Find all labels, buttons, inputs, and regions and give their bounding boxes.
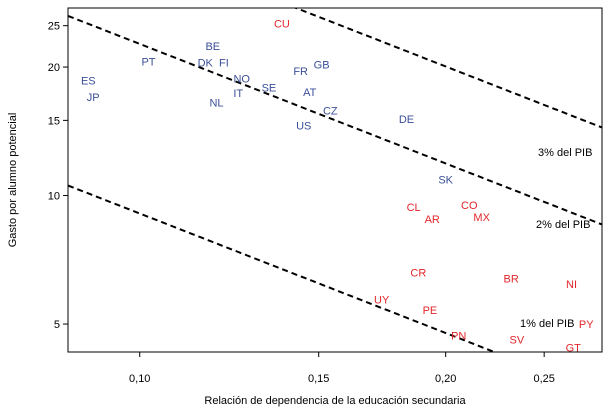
data-point-label: SK	[438, 175, 453, 187]
data-point-label: DE	[399, 114, 414, 126]
reference-line-label: 1% del PIB	[520, 318, 574, 330]
y-tick-label: 5	[54, 319, 60, 331]
data-point-label: CR	[410, 268, 426, 280]
data-point-label: BE	[205, 41, 220, 53]
reference-lines: 3% del PIB 2% del PIB 1% del PIB	[68, 8, 602, 352]
data-point-label: GB	[314, 59, 330, 71]
data-point-label: US	[296, 120, 311, 132]
data-point-label: NL	[209, 98, 223, 110]
data-point-label: DK	[198, 57, 214, 69]
data-point-label: GT	[566, 343, 582, 355]
data-point-label: PE	[423, 305, 438, 317]
reference-line	[68, 14, 602, 226]
data-point-label: ES	[81, 75, 96, 87]
data-point-label: AT	[303, 87, 317, 99]
data-point-label: FI	[219, 57, 229, 69]
reference-line	[68, 184, 497, 352]
y-tick-label: 25	[48, 21, 60, 33]
data-points: ES JP PT BE DK FI NO IT NL SE FR GB AT CZ US DE SK CU CL AR…	[81, 18, 594, 354]
y-tick-label: 20	[48, 62, 60, 74]
y-tick-label: 10	[48, 191, 60, 203]
data-point-label: PT	[141, 57, 155, 69]
data-point-label: IT	[233, 88, 243, 100]
x-axis-title: Relación de dependencia de la educación …	[204, 395, 466, 407]
data-point-label: CU	[274, 18, 290, 30]
reference-line-label: 3% del PIB	[538, 147, 592, 159]
data-point-label: CL	[407, 202, 421, 214]
data-point-label: CO	[461, 200, 478, 212]
data-point-label: AR	[425, 214, 440, 226]
plot-frame	[67, 7, 603, 353]
data-point-label: JP	[87, 92, 100, 104]
x-axis: 0,10 0,15 0,20 0,25	[129, 352, 555, 385]
data-point-label: SE	[262, 83, 277, 95]
data-point-label: CZ	[323, 106, 338, 118]
y-axis-title: Gasto por alumno potencial	[7, 113, 19, 248]
y-axis: 5 10 15 20 25	[48, 21, 68, 331]
data-point-label: NO	[233, 74, 250, 86]
data-point-label: PN	[451, 331, 466, 343]
data-point-label: SV	[510, 334, 525, 346]
data-point-label: FR	[293, 66, 308, 78]
data-point-label: MX	[473, 212, 490, 224]
reference-line-label: 2% del PIB	[536, 219, 590, 231]
data-point-label: NI	[566, 279, 577, 291]
y-tick-label: 15	[48, 115, 60, 127]
x-tick-label: 0,25	[533, 373, 554, 385]
x-tick-label: 0,15	[308, 373, 329, 385]
x-tick-label: 0,20	[435, 373, 456, 385]
data-point-label: UY	[374, 295, 390, 307]
data-point-label: PY	[579, 319, 594, 331]
data-point-label: BR	[504, 273, 519, 285]
x-tick-label: 0,10	[129, 373, 150, 385]
